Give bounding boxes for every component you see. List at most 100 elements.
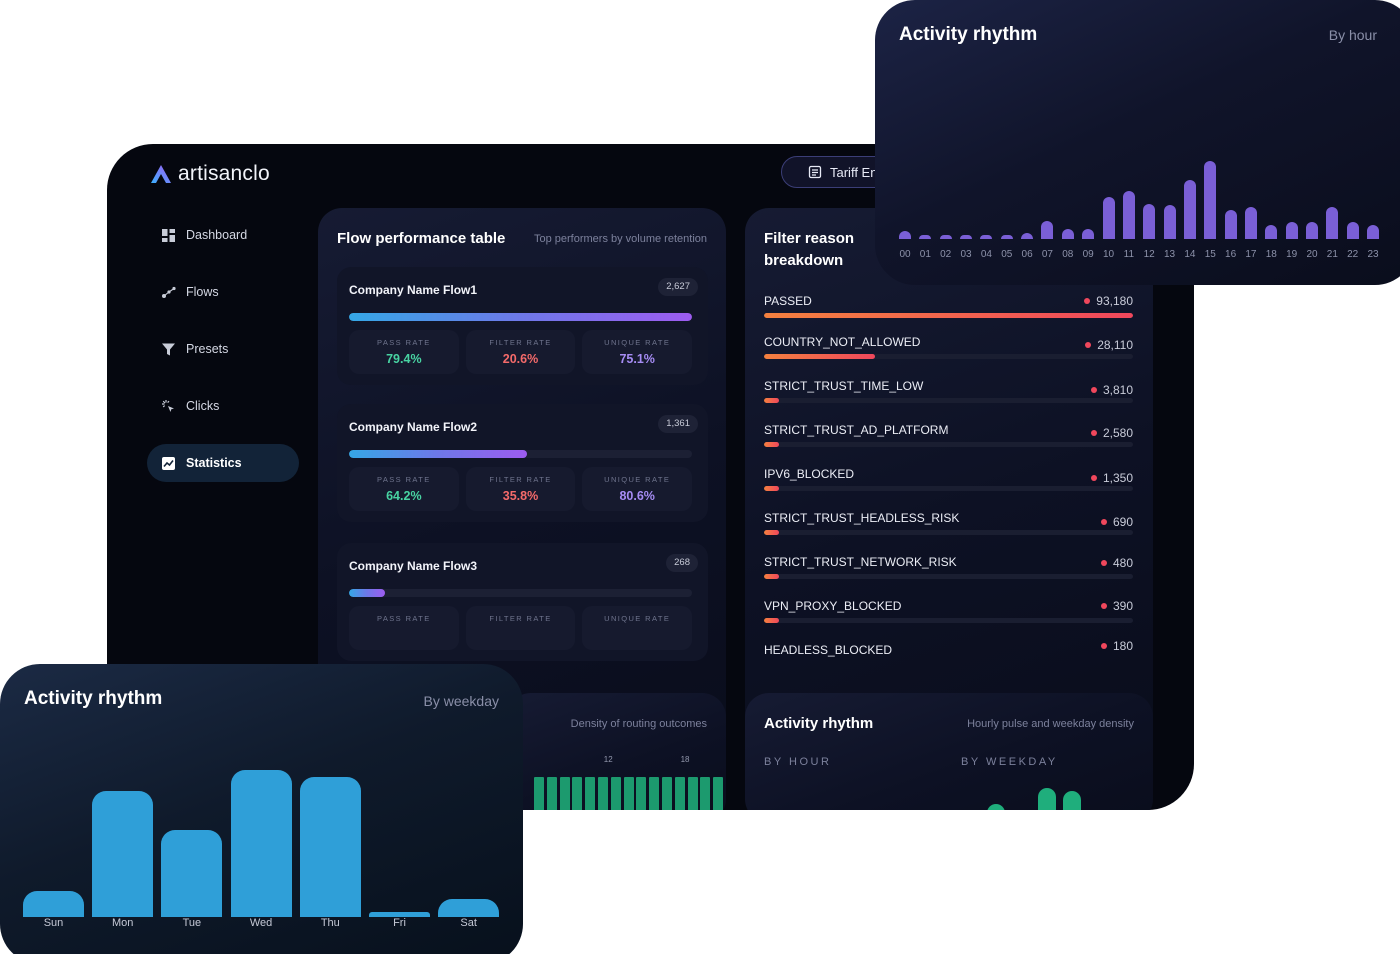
hour-bar: [1244, 207, 1257, 239]
weekday-bar: [299, 777, 361, 917]
status-dot-icon: [1100, 519, 1107, 525]
reason-row[interactable]: VPN_PROXY_BLOCKED 390: [764, 599, 1133, 643]
hour-bar: [1204, 160, 1217, 239]
hour-bar: [1000, 234, 1013, 239]
density-bar: [713, 777, 724, 810]
statistics-icon: [162, 456, 175, 470]
stat-value: 64.2%: [386, 489, 422, 503]
hour-bar: [919, 234, 932, 239]
reason-row[interactable]: COUNTRY_NOT_ALLOWED 28,110: [764, 335, 1133, 379]
sidebar-item-label: Clicks: [186, 399, 220, 413]
hour-bar: [1061, 228, 1074, 239]
reason-progress-track: [764, 398, 1133, 403]
reason-row[interactable]: HEADLESS_BLOCKED 180: [764, 639, 1133, 687]
sidebar-item-presets[interactable]: Presets: [147, 330, 299, 368]
pass-rate-stat: PASS RATE: [349, 606, 459, 650]
reason-row[interactable]: IPV6_BLOCKED 1,350: [764, 467, 1133, 511]
flow-stats: PASS RATE FILTER RATE UNIQUE RATE: [349, 606, 693, 650]
density-bar: [559, 777, 570, 810]
reason-name: STRICT_TRUST_AD_PLATFORM: [764, 423, 949, 437]
weekday-density-bar: [1038, 788, 1056, 810]
status-dot-icon: [1090, 475, 1097, 481]
sidebar-item-label: Statistics: [186, 456, 242, 470]
weekday-bar: [438, 898, 500, 917]
reason-progress-track: [764, 618, 1133, 623]
activity-rhythm-panel: Activity rhythm Hourly pulse and weekday…: [745, 693, 1153, 810]
card-title: Activity rhythm: [24, 688, 163, 709]
hour-bar: [960, 234, 973, 239]
reason-progress-track: [764, 574, 1133, 579]
flow-count-badge: 268: [666, 554, 698, 572]
hourly-activity-card: Activity rhythm By hour 00 01 02 03 04 05 06 07…: [875, 0, 1400, 285]
tariff-icon: [808, 165, 822, 179]
flow-progress-fill: [349, 450, 528, 458]
density-bar: [687, 777, 698, 810]
flow-name: Company Name Flow1: [349, 283, 478, 297]
weekday-tick-label: Tue: [182, 917, 202, 929]
hour-tick-label: 03: [960, 249, 972, 260]
hour-bar: [899, 230, 911, 239]
filter-icon: [162, 343, 175, 355]
hour-bar: [1021, 233, 1034, 239]
density-bar: [623, 777, 634, 810]
hour-tick-label: 06: [1021, 249, 1033, 260]
reason-row[interactable]: STRICT_TRUST_HEADLESS_RISK 690: [764, 511, 1133, 555]
reason-row[interactable]: STRICT_TRUST_AD_PLATFORM 2,580: [764, 423, 1133, 467]
reason-value: 2,580: [1090, 426, 1133, 440]
reason-progress-track: [764, 442, 1133, 447]
unique-rate-stat: UNIQUE RATE 75.1%: [582, 330, 693, 374]
hour-tick-label: 09: [1082, 249, 1094, 260]
weekday-density-bar: [987, 804, 1005, 810]
flow-card[interactable]: Company Name Flow3 268 PASS RATE FILTER …: [337, 543, 708, 661]
unique-rate-stat: UNIQUE RATE: [582, 606, 693, 650]
reason-value-text: 3,810: [1102, 383, 1133, 397]
stat-label: UNIQUE RATE: [604, 475, 671, 484]
reason-progress-fill: [764, 442, 779, 447]
reason-progress-fill: [764, 530, 779, 535]
hour-bar: [1285, 222, 1298, 239]
stat-value: 20.6%: [502, 352, 539, 366]
stat-value: 35.8%: [502, 489, 539, 503]
flow-progress-fill: [349, 313, 692, 321]
tariff-label: Tariff En: [830, 164, 878, 180]
flow-card[interactable]: Company Name Flow1 2,627 PASS RATE 79.4% …: [337, 267, 708, 385]
sidebar: Dashboard Flows Presets Clicks Statistic…: [147, 216, 299, 501]
sidebar-item-dashboard[interactable]: Dashboard: [147, 216, 299, 254]
by-hour-label: BY HOUR: [764, 756, 832, 768]
reason-row[interactable]: PASSED 93,180: [764, 294, 1133, 338]
hour-tick-label: 20: [1306, 249, 1318, 260]
weekday-tick-label: Wed: [249, 917, 273, 929]
status-dot-icon: [1100, 603, 1107, 609]
flow-name: Company Name Flow2: [349, 420, 478, 434]
brand-logo[interactable]: artisanclo: [150, 162, 270, 186]
hour-tick-label: 12: [603, 755, 613, 764]
hour-bar: [980, 234, 993, 239]
reason-progress-track: [764, 354, 1133, 359]
dashboard-icon: [162, 228, 175, 242]
hour-bar: [1102, 197, 1115, 239]
sidebar-item-flows[interactable]: Flows: [147, 273, 299, 311]
weekday-bar: [230, 769, 292, 917]
reason-progress-track: [764, 313, 1133, 318]
reason-row[interactable]: STRICT_TRUST_TIME_LOW 3,810: [764, 379, 1133, 423]
hour-bar: [1367, 224, 1380, 239]
filter-rate-stat: FILTER RATE 20.6%: [465, 330, 576, 374]
hour-bar: [1143, 203, 1156, 239]
flow-card[interactable]: Company Name Flow2 1,361 PASS RATE 64.2% …: [337, 404, 708, 522]
density-bar: [674, 777, 685, 810]
hour-tick-label: 19: [1286, 249, 1298, 260]
hour-tick-label: 07: [1041, 249, 1053, 260]
weekday-bar: [23, 891, 84, 917]
panel-title: Activity rhythm: [764, 715, 874, 732]
hour-tick-label: 04: [980, 249, 992, 260]
stat-label: PASS RATE: [377, 614, 431, 623]
reason-name: STRICT_TRUST_TIME_LOW: [764, 379, 924, 393]
hour-bar: [1041, 220, 1054, 239]
sidebar-item-clicks[interactable]: Clicks: [147, 387, 299, 425]
hour-bar: [1163, 205, 1176, 239]
sidebar-item-statistics[interactable]: Statistics: [147, 444, 299, 482]
hour-bar: [1224, 209, 1237, 239]
card-subtitle: By hour: [1328, 27, 1377, 43]
reason-row[interactable]: STRICT_TRUST_NETWORK_RISK 480: [764, 555, 1133, 599]
